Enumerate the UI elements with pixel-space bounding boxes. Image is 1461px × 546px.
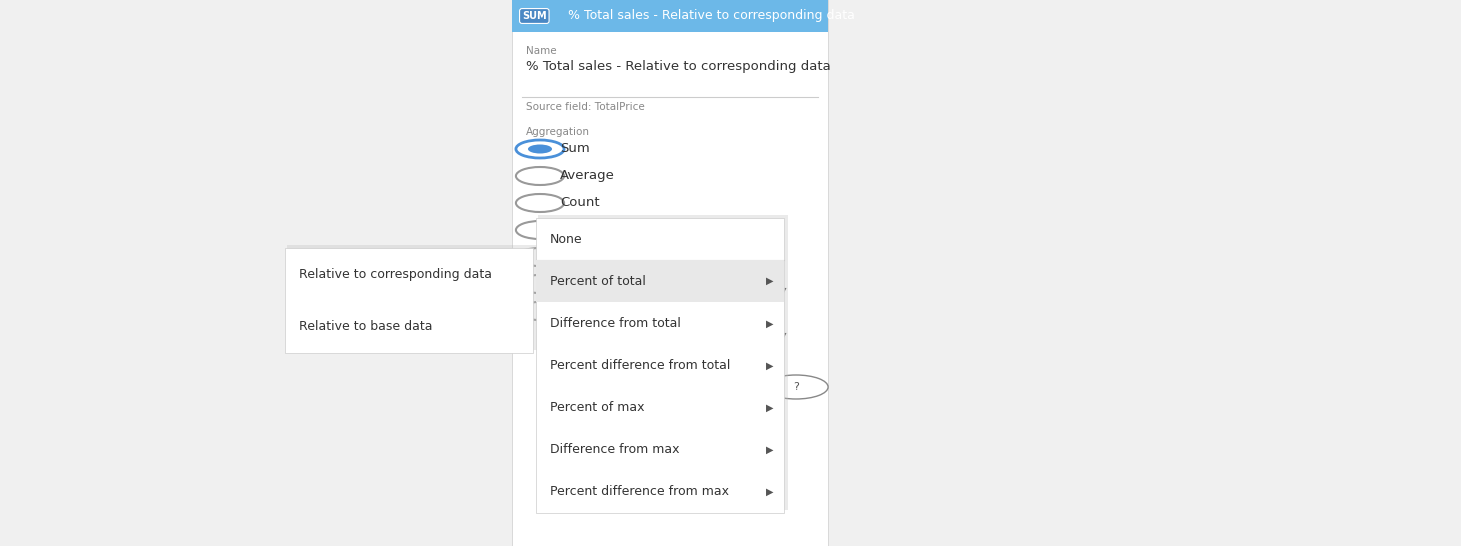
Text: Count Distinct: Count Distinct <box>560 223 655 236</box>
Circle shape <box>516 167 564 185</box>
Bar <box>285 248 533 353</box>
Text: ▶: ▶ <box>766 276 774 286</box>
Text: Percent of max: Percent of max <box>549 401 644 414</box>
Circle shape <box>527 145 552 153</box>
Text: Relative to base data: Relative to base data <box>300 321 432 333</box>
Text: ▶: ▶ <box>766 402 774 413</box>
Bar <box>536 260 785 302</box>
Text: None: None <box>549 233 583 246</box>
Text: Count: Count <box>560 197 599 210</box>
Bar <box>536 218 785 513</box>
Bar <box>538 215 787 510</box>
Text: ▼: ▼ <box>777 287 786 297</box>
Text: % Total sales - Relative to corresponding data: % Total sales - Relative to correspondin… <box>526 60 831 73</box>
Text: SUM: SUM <box>522 11 546 21</box>
Text: Max: Max <box>560 277 587 290</box>
Circle shape <box>764 375 828 399</box>
Text: Percent of total: Percent of total <box>549 275 646 288</box>
Bar <box>286 245 538 350</box>
Text: Difference from max: Difference from max <box>549 443 679 456</box>
Text: Relative to corresponding data: Relative to corresponding data <box>300 268 492 281</box>
Text: Percent difference from total: Percent difference from total <box>549 359 730 372</box>
Text: Aggregation: Aggregation <box>526 127 590 137</box>
Text: ?: ? <box>793 382 799 392</box>
Circle shape <box>516 302 564 320</box>
Text: Min: Min <box>560 251 583 264</box>
Bar <box>511 0 828 546</box>
Text: Percent difference from max: Percent difference from max <box>549 485 729 498</box>
Text: ▶: ▶ <box>766 360 774 371</box>
Circle shape <box>516 221 564 239</box>
Text: Median: Median <box>560 305 608 318</box>
Text: ▶: ▶ <box>766 445 774 455</box>
Text: ▶: ▶ <box>766 318 774 328</box>
Text: ▶: ▶ <box>766 487 774 497</box>
Circle shape <box>516 194 564 212</box>
Text: ▼: ▼ <box>777 332 786 342</box>
Circle shape <box>516 275 564 293</box>
Bar <box>511 0 828 32</box>
Circle shape <box>516 248 564 266</box>
Text: Name: Name <box>526 46 557 56</box>
Text: Average: Average <box>560 169 615 182</box>
Circle shape <box>516 140 564 158</box>
Text: Source field: TotalPrice: Source field: TotalPrice <box>526 102 644 112</box>
Text: % Total sales - Relative to corresponding data: % Total sales - Relative to correspondin… <box>568 9 855 22</box>
Text: Sum: Sum <box>560 143 590 156</box>
Text: Difference from total: Difference from total <box>549 317 681 330</box>
